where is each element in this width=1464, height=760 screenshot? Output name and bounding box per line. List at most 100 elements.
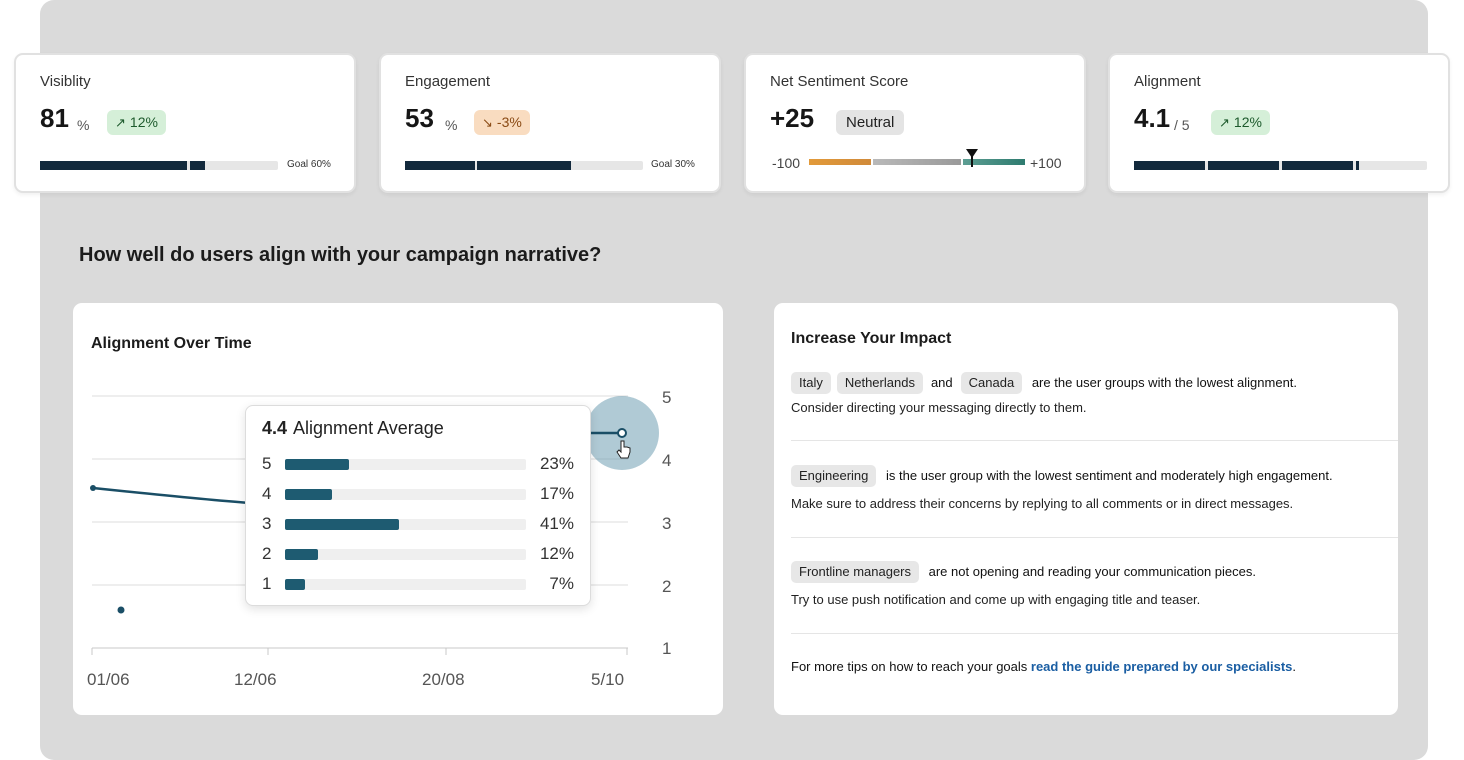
- tooltip-row-track: [285, 519, 526, 530]
- kpi-value: +25: [770, 103, 815, 133]
- tag-italy[interactable]: Italy: [791, 372, 831, 394]
- progress-segment: [477, 161, 571, 170]
- x-tick-label: 5/10: [591, 670, 624, 689]
- chart-tooltip: 4.4 Alignment Average 5 23% 4 17% 3 41% 2…: [245, 405, 591, 606]
- data-point[interactable]: [117, 606, 125, 614]
- kpi-unit: / 5: [1174, 117, 1190, 133]
- x-tick-label: 20/08: [422, 670, 465, 689]
- guide-link[interactable]: read the guide prepared by our specialis…: [1030, 659, 1293, 674]
- progress-segment: [1208, 161, 1279, 170]
- trend-down-icon: ↘: [482, 115, 493, 130]
- x-tick-label: 01/06: [87, 670, 130, 689]
- y-tick-label: 3: [662, 514, 671, 533]
- chart-title: Alignment Over Time: [91, 335, 252, 352]
- active-data-point[interactable]: [617, 428, 627, 438]
- impact-title: Increase Your Impact: [791, 330, 952, 347]
- footer-line: For more tips on how to reach your goals…: [791, 656, 1381, 678]
- trend-value: 12%: [129, 114, 158, 130]
- trend-badge: ↗ 12%: [107, 110, 166, 135]
- tip-text: is the user group with the lowest sentim…: [886, 468, 1333, 483]
- tooltip-row-pct: 23%: [539, 454, 574, 473]
- kpi-title: Net Sentiment Score: [770, 73, 909, 90]
- goal-label: Goal 30%: [651, 159, 695, 170]
- trend-up-icon: ↗: [115, 115, 126, 130]
- alignment-chart: 5 4 3 2 1 01/06 12/06 20/08 5/10: [87, 388, 671, 689]
- tip-line: Engineering is the user group with the l…: [791, 465, 1381, 487]
- tip-text: are not opening and reading your communi…: [928, 564, 1256, 579]
- trend-badge: ↘ -3%: [474, 110, 530, 135]
- tooltip-value: 4.4: [262, 418, 288, 438]
- kpi-card-alignment[interactable]: Alignment 4.1 / 5 ↗ 12%: [1108, 53, 1450, 193]
- impact-panel: Increase Your Impact Italy Netherlands and…: [774, 303, 1398, 715]
- sentiment-min-label: -100: [772, 155, 801, 171]
- tooltip-row: 1 7%: [262, 574, 576, 594]
- progress-segment: [405, 161, 475, 170]
- tooltip-row: 5 23%: [262, 454, 576, 474]
- section-question: How well do users align with your campai…: [79, 244, 602, 266]
- goal-label: Goal 60%: [287, 159, 331, 170]
- kpi-unit: %: [445, 117, 458, 133]
- tooltip-row-fill: [285, 489, 332, 500]
- sentiment-scale-negative: [809, 159, 871, 165]
- tooltip-row-level: 5: [262, 454, 272, 473]
- tooltip-row-track: [285, 549, 526, 560]
- tag-netherlands[interactable]: Netherlands: [836, 372, 923, 394]
- divider: [791, 440, 1398, 441]
- kpi-card-engagement[interactable]: Engagement 53 % ↘ -3% Goal 30%: [379, 53, 721, 193]
- tooltip-row: 2 12%: [262, 544, 576, 564]
- tooltip-row-level: 2: [262, 544, 272, 563]
- tooltip-row-level: 4: [262, 484, 272, 503]
- progress-segment: [40, 161, 187, 170]
- tooltip-row-pct: 7%: [549, 574, 574, 593]
- kpi-title: Alignment: [1134, 73, 1201, 90]
- tooltip-label: Alignment Average: [293, 418, 444, 438]
- impact-tip: Frontline managers are not opening and r…: [791, 561, 1381, 607]
- kpi-unit: %: [77, 117, 90, 133]
- footer-text: For more tips on how to reach your goals: [791, 659, 1031, 674]
- x-tick-label: 12/06: [234, 670, 277, 689]
- tooltip-row-pct: 17%: [539, 484, 574, 503]
- tooltip-row-level: 1: [262, 574, 272, 593]
- impact-tip: Italy Netherlands and Canada are the user g…: [791, 372, 1381, 415]
- sentiment-marker-icon: [966, 149, 978, 158]
- tag-canada[interactable]: Canada: [960, 372, 1023, 394]
- tip-subtext: Try to use push notification and come up…: [791, 592, 1201, 607]
- tooltip-row-pct: 12%: [539, 544, 574, 563]
- y-tick-label: 5: [662, 388, 671, 407]
- impact-tip: Engineering is the user group with the l…: [791, 465, 1381, 511]
- kpi-title: Visiblity: [40, 73, 91, 90]
- kpi-value: 81: [40, 103, 69, 133]
- impact-footer: For more tips on how to reach your goals…: [791, 656, 1381, 678]
- kpi-value: 4.1: [1134, 103, 1171, 133]
- tip-subtext: Make sure to address their concerns by r…: [791, 496, 1294, 511]
- y-tick-label: 1: [662, 639, 671, 658]
- y-tick-label: 4: [662, 451, 671, 470]
- tag-engineering[interactable]: Engineering: [791, 465, 877, 487]
- alignment-line: [92, 486, 251, 505]
- sentiment-scale-neutral: [873, 159, 961, 165]
- divider: [791, 633, 1398, 634]
- tip-line: Frontline managers are not opening and r…: [791, 561, 1381, 583]
- trend-badge: ↗ 12%: [1211, 110, 1270, 135]
- y-tick-label: 2: [662, 577, 671, 596]
- tag-frontline-managers[interactable]: Frontline managers: [791, 561, 919, 583]
- tip-and: and: [930, 375, 953, 390]
- trend-up-icon: ↗: [1219, 115, 1230, 130]
- tooltip-header: 4.4 Alignment Average: [262, 418, 444, 439]
- kpi-title: Engagement: [405, 73, 491, 90]
- kpi-card-sentiment[interactable]: Net Sentiment Score +25 Neutral -100 +10…: [744, 53, 1086, 193]
- tooltip-row: 3 41%: [262, 514, 576, 534]
- tooltip-row-track: [285, 489, 526, 500]
- progress-segment: [1356, 161, 1359, 170]
- trend-value: 12%: [1233, 114, 1262, 130]
- kpi-value: 53: [405, 103, 434, 133]
- tooltip-row-level: 3: [262, 514, 272, 533]
- kpi-card-visibility[interactable]: Visiblity 81 % ↗ 12% Goal 60%: [14, 53, 356, 193]
- tooltip-row-track: [285, 579, 526, 590]
- data-point[interactable]: [90, 485, 96, 491]
- progress-segment: [190, 161, 205, 170]
- tooltip-row: 4 17%: [262, 484, 576, 504]
- sentiment-marker-line: [971, 154, 973, 167]
- tip-text: are the user groups with the lowest alig…: [1031, 375, 1298, 390]
- footer-end: .: [1292, 659, 1297, 674]
